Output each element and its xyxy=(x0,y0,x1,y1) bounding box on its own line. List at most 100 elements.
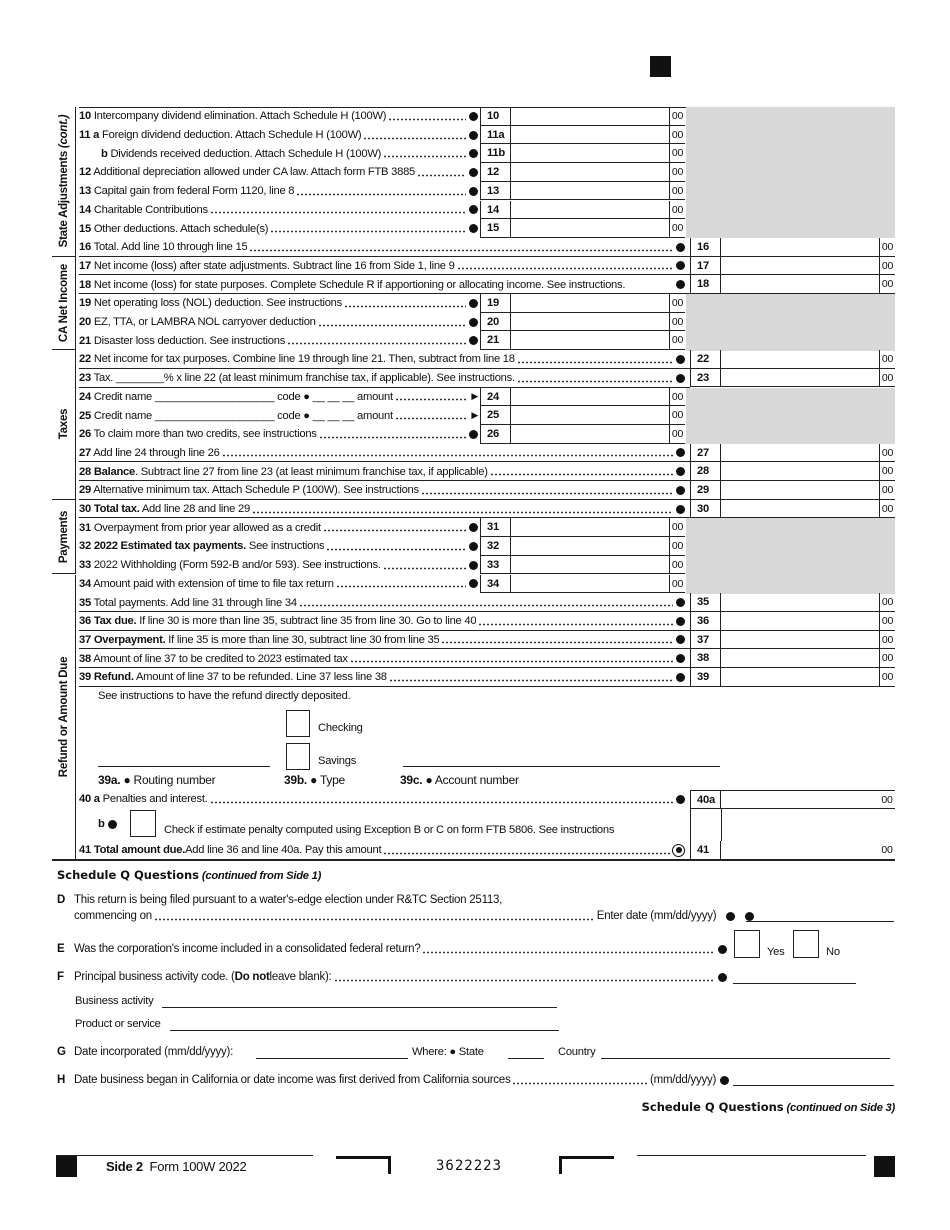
line-13-amount[interactable]: 00 xyxy=(510,181,685,201)
cents-field[interactable]: 00 xyxy=(669,181,685,201)
where-state-label: Where: ● State xyxy=(412,1046,484,1058)
cents-field[interactable]: 00 xyxy=(669,574,685,594)
election-date-field[interactable] xyxy=(746,921,894,922)
line-39-amount[interactable]: 00 xyxy=(720,668,895,687)
consolidated-yes-checkbox[interactable] xyxy=(734,930,760,958)
product-field[interactable] xyxy=(170,1030,559,1031)
line-29-amount[interactable]: 00 xyxy=(720,481,895,500)
line-text: 26 To claim more than two credits, see i… xyxy=(79,428,317,441)
shaded-area xyxy=(686,574,895,594)
line-33-amount[interactable]: 00 xyxy=(510,555,685,575)
line-27-amount[interactable]: 00 xyxy=(720,443,895,463)
section-state-adjustments: State Adjustments (cont.) xyxy=(52,107,76,257)
line-21-amount[interactable]: 00 xyxy=(510,331,685,351)
line-28-amount[interactable]: 00 xyxy=(720,462,895,481)
type-label: 39b. ● Type xyxy=(284,773,345,787)
dot-leader xyxy=(388,678,673,682)
cents-field[interactable]: 00 xyxy=(879,350,895,369)
cents-field[interactable]: 00 xyxy=(669,125,685,145)
line-23-amount[interactable]: 00 xyxy=(720,368,895,388)
cents-field[interactable]: 00 xyxy=(669,219,685,238)
question-d-date: commencing on Enter date (mm/dd/yyyy) xyxy=(74,910,754,922)
exception-checkbox[interactable] xyxy=(130,810,156,837)
cents-field[interactable]: 00 xyxy=(669,144,685,164)
bullet-icon xyxy=(676,467,685,477)
cents-field[interactable]: 00 xyxy=(879,275,895,294)
routing-number-field[interactable] xyxy=(98,766,270,767)
line-40a-amount[interactable]: 00 xyxy=(720,790,895,809)
shaded-area xyxy=(686,125,895,145)
line-34-amount[interactable]: 00 xyxy=(510,574,685,594)
cents-field[interactable]: 00 xyxy=(669,312,685,332)
cents-field[interactable]: 00 xyxy=(669,406,685,425)
line-31-amount[interactable]: 00 xyxy=(510,518,685,538)
line-26-label: 26 xyxy=(480,424,510,444)
date-incorporated-field[interactable] xyxy=(256,1058,408,1059)
cents-field[interactable]: 00 xyxy=(669,424,685,444)
line-26-amount[interactable]: 00 xyxy=(510,424,685,444)
activity-code-field[interactable] xyxy=(733,983,856,984)
line-25-amount[interactable]: 00 xyxy=(510,406,685,425)
account-number-field[interactable] xyxy=(403,766,720,767)
line-16-amount[interactable]: 00 xyxy=(720,237,895,257)
consolidated-no-checkbox[interactable] xyxy=(793,930,819,958)
line-35-amount[interactable]: 00 xyxy=(720,593,895,612)
cents-field[interactable]: 00 xyxy=(669,537,685,556)
line-15-amount[interactable]: 00 xyxy=(510,219,685,238)
cents-field[interactable]: 00 xyxy=(669,331,685,351)
cents-field[interactable]: 00 xyxy=(879,630,895,650)
line-24-amount[interactable]: 00 xyxy=(510,387,685,407)
ca-start-date-field[interactable] xyxy=(733,1085,894,1086)
line-12-label: 12 xyxy=(480,163,510,182)
cents-field[interactable]: 00 xyxy=(879,237,895,257)
line-19: 19 Net operating loss (NOL) deduction. S… xyxy=(79,294,478,313)
cents-field[interactable]: 00 xyxy=(879,481,895,500)
line-41-amount[interactable]: 00 xyxy=(720,841,895,860)
line-11a-amount[interactable]: 00 xyxy=(510,125,685,145)
state-field[interactable] xyxy=(508,1058,544,1059)
cents-field[interactable]: 00 xyxy=(669,200,685,220)
line-20-amount[interactable]: 00 xyxy=(510,312,685,332)
cents-field[interactable]: 00 xyxy=(879,462,895,481)
cents-field[interactable]: 00 xyxy=(669,555,685,575)
line-30: 30 Total tax. Add line 28 and line 29 xyxy=(79,500,685,519)
line-10: 10 Intercompany dividend elimination. At… xyxy=(79,107,478,126)
checking-checkbox[interactable] xyxy=(286,710,310,737)
dot-leader xyxy=(221,454,673,458)
line-10-amount[interactable]: 00 xyxy=(510,107,685,126)
business-activity-field[interactable] xyxy=(162,1007,557,1008)
line-19-amount[interactable]: 00 xyxy=(510,294,685,313)
line-37-amount[interactable]: 00 xyxy=(720,630,895,650)
savings-checkbox[interactable] xyxy=(286,743,310,770)
cents-field[interactable]: 00 xyxy=(669,518,685,538)
cents-field[interactable]: 00 xyxy=(879,649,895,668)
row-rule xyxy=(79,367,690,369)
cents-field[interactable]: 00 xyxy=(879,593,895,612)
line-text: 17 Net income (loss) after state adjustm… xyxy=(79,259,455,272)
line-24-label: 24 xyxy=(480,387,510,407)
cents-field[interactable]: 00 xyxy=(879,256,895,276)
cents-field[interactable]: 00 xyxy=(879,611,895,631)
line-14-amount[interactable]: 00 xyxy=(510,200,685,220)
line-12-amount[interactable]: 00 xyxy=(510,163,685,182)
cents-field[interactable]: 00 xyxy=(879,443,895,463)
cents-field[interactable]: 00 xyxy=(669,163,685,182)
cents-field[interactable]: 00 xyxy=(669,387,685,407)
line-22-amount[interactable]: 00 xyxy=(720,350,895,369)
cents-field[interactable]: 00 xyxy=(879,668,895,687)
bullet-icon xyxy=(676,672,685,682)
line-32-amount[interactable]: 00 xyxy=(510,537,685,556)
line-11b-amount[interactable]: 00 xyxy=(510,144,685,164)
line-38-amount[interactable]: 00 xyxy=(720,649,895,668)
country-field[interactable] xyxy=(601,1058,890,1059)
cents-field[interactable]: 00 xyxy=(669,107,685,126)
cents-field[interactable]: 00 xyxy=(879,368,895,388)
line-18-amount[interactable]: 00 xyxy=(720,275,895,294)
cents-field[interactable]: 00 xyxy=(879,499,895,519)
line-30-amount[interactable]: 00 xyxy=(720,499,895,519)
line-17-amount[interactable]: 00 xyxy=(720,256,895,276)
line-17: 17 Net income (loss) after state adjustm… xyxy=(79,257,685,276)
line-36-amount[interactable]: 00 xyxy=(720,611,895,631)
line-22-label: 22 xyxy=(690,350,720,369)
cents-field[interactable]: 00 xyxy=(669,294,685,313)
